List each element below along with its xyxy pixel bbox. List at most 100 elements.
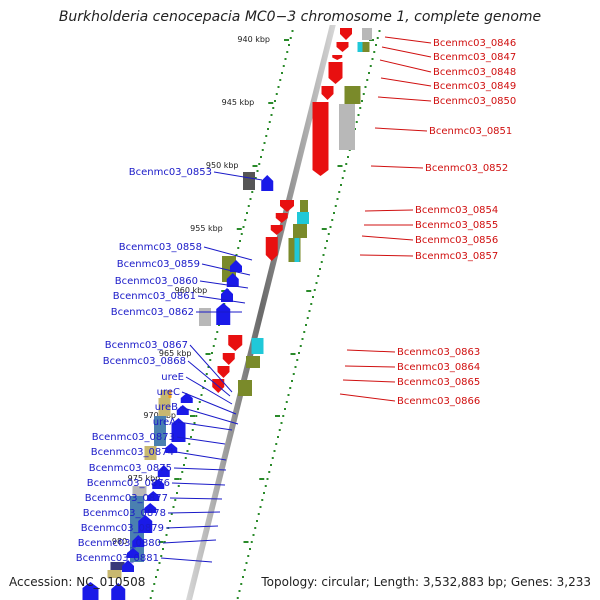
rail-dot-left: [209, 359, 212, 361]
tick-label: 950 kbp: [206, 161, 239, 170]
tick-mark-left: [236, 228, 242, 230]
rail-dot-right: [249, 548, 251, 550]
reverse-gene-arrow: [336, 42, 349, 52]
gene-label-right: Bcenmc03_0866: [397, 396, 480, 407]
rail-dot-left: [242, 226, 245, 228]
rail-dot-left: [265, 135, 268, 137]
leader-line-left: [189, 344, 233, 393]
rail-dot-left: [246, 212, 248, 214]
gene-label-right: Bcenmc03_0846: [433, 38, 516, 49]
rail-dot-left: [183, 464, 185, 466]
rail-dot-right: [296, 359, 299, 361]
rail-dot-left: [288, 44, 290, 46]
rail-dot-left: [211, 352, 213, 354]
leader-line-left: [176, 436, 226, 445]
topology-text: Topology: circular; Length: 3,532,883 bp…: [261, 575, 591, 589]
rail-dot-left: [198, 401, 201, 403]
rail-dot-left: [282, 65, 285, 67]
rail-dot-left: [195, 415, 198, 417]
rail-dot-right: [324, 247, 327, 249]
rail-dot-right: [268, 471, 271, 473]
rail-dot-left: [235, 254, 238, 256]
tick-label: 945 kbp: [222, 98, 255, 107]
rail-dot-right: [336, 198, 339, 200]
tick-label: 960 kbp: [175, 286, 208, 295]
gene-label-left: Bcenmc03_0881: [76, 553, 159, 564]
cog-box: [243, 172, 255, 190]
rail-dot-right: [341, 177, 344, 179]
rail-dot-right: [254, 527, 257, 529]
rail-dot-right: [366, 79, 369, 81]
rail-dot-right: [368, 72, 370, 74]
leader-line-left: [199, 280, 249, 289]
rail-dot-right: [278, 429, 281, 431]
rail-dot-left: [279, 79, 282, 81]
rail-dot-left: [244, 219, 247, 221]
leader-line-right: [342, 379, 396, 383]
rail-dot-right: [378, 30, 381, 32]
rail-dot-left: [205, 373, 208, 375]
rail-dot-right: [261, 499, 264, 501]
cog-box: [294, 238, 300, 262]
leader-line-left: [165, 525, 219, 529]
rail-dot-left: [247, 205, 250, 207]
leader-line-left: [197, 295, 246, 304]
rail-dot-right: [245, 562, 248, 564]
rail-dot-right: [306, 317, 309, 319]
backbone-line: [186, 25, 336, 600]
rail-dot-right: [338, 191, 341, 193]
rail-dot-left: [275, 93, 278, 95]
gene-label-right: Bcenmc03_0854: [415, 205, 498, 216]
leader-line-right: [361, 235, 414, 241]
rail-dot-right: [357, 114, 360, 116]
forward-gene-arrow: [261, 175, 274, 191]
cog-box: [357, 42, 363, 52]
rail-dot-right: [303, 331, 306, 333]
rail-dot-right: [236, 597, 239, 599]
leader-line-left: [175, 451, 227, 461]
leader-line-left: [171, 482, 226, 486]
rail-dot-left: [172, 506, 175, 508]
leader-line-right: [346, 349, 396, 353]
rail-dot-left: [153, 583, 156, 585]
rail-dot-right: [375, 44, 377, 46]
leader-line-left: [203, 246, 253, 261]
rail-dot-left: [249, 198, 252, 200]
accession-text: Accession: NC_010508: [9, 575, 146, 589]
reverse-gene-arrow: [321, 86, 334, 100]
tick-mark-left: [158, 541, 164, 543]
gene-label-left: Bcenmc03_0859: [117, 259, 200, 270]
tick-label: 940 kbp: [237, 35, 270, 44]
cog-box: [132, 486, 147, 496]
leader-line-right: [377, 96, 432, 102]
cog-box: [339, 104, 355, 150]
cog-box: [154, 416, 166, 446]
reverse-gene-arrow: [275, 213, 288, 223]
rail-dot-right: [259, 506, 262, 508]
rail-dot-left: [284, 58, 287, 60]
leader-line-right: [359, 254, 414, 257]
rail-dot-right: [347, 156, 349, 158]
rail-dot-left: [188, 443, 191, 445]
forward-gene-arrow: [216, 303, 231, 325]
forward-gene-arrow: [157, 465, 170, 477]
rail-dot-right: [373, 51, 376, 53]
gene-label-right: Bcenmc03_0848: [433, 67, 516, 78]
reverse-gene-arrow: [217, 366, 230, 378]
rail-dot-left: [202, 387, 205, 389]
rail-dot-left: [200, 394, 203, 396]
leader-line-left: [160, 557, 213, 563]
reverse-gene-arrow: [265, 237, 278, 261]
rail-dot-right: [291, 380, 293, 382]
tick-mark-right: [306, 290, 312, 292]
rail-dot-right: [322, 254, 325, 256]
gene-label-left: Bcenmc03_0858: [119, 242, 202, 253]
gene-label-left: Bcenmc03_0862: [111, 307, 194, 318]
gene-label-right: Bcenmc03_0855: [415, 220, 498, 231]
rail-dot-left: [268, 121, 271, 123]
rail-dot-left: [160, 555, 163, 557]
forward-gene-arrow: [127, 548, 139, 558]
gene-label-left: ureE: [161, 372, 184, 383]
